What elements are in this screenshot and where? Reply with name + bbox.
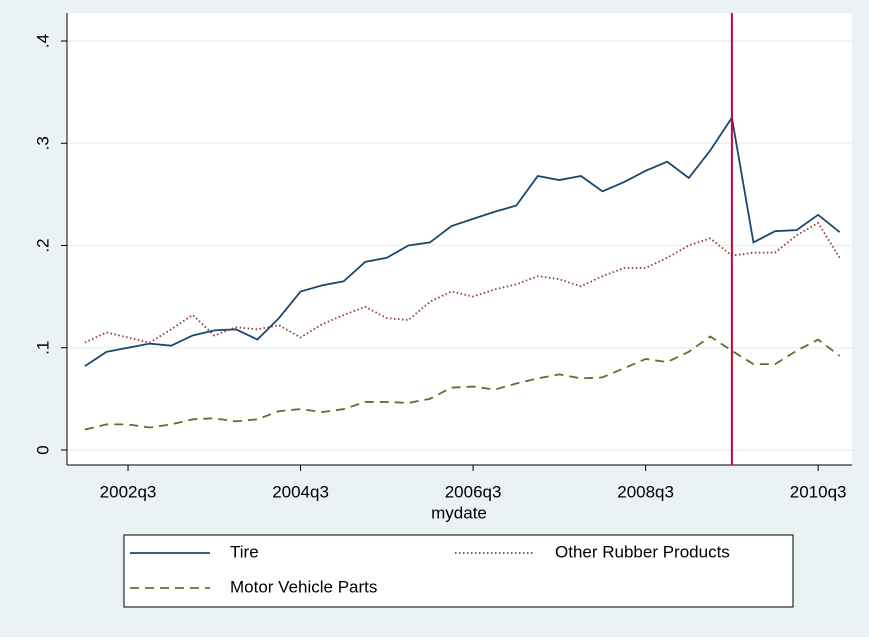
series-line bbox=[84, 335, 841, 431]
x-tick-label: 2006q3 bbox=[445, 482, 502, 501]
x-axis-title: mydate bbox=[431, 503, 487, 522]
series-line bbox=[84, 115, 841, 367]
legend-label: Motor Vehicle Parts bbox=[230, 577, 377, 596]
x-tick-label: 2008q3 bbox=[617, 482, 674, 501]
legend bbox=[123, 534, 794, 608]
y-tick-label: .4 bbox=[33, 34, 52, 48]
legend-label: Other Rubber Products bbox=[555, 542, 730, 561]
x-tick-label: 2010q3 bbox=[790, 482, 847, 501]
series-line bbox=[84, 221, 841, 344]
x-tick-label: 2002q3 bbox=[100, 482, 157, 501]
y-tick-label: .3 bbox=[33, 136, 52, 150]
y-tick-label: 0 bbox=[33, 445, 52, 454]
y-tick-label: .2 bbox=[33, 238, 52, 252]
y-tick-label: .1 bbox=[33, 341, 52, 355]
x-tick-label: 2004q3 bbox=[272, 482, 329, 501]
legend-label: Tire bbox=[230, 542, 259, 561]
plot-area bbox=[67, 13, 852, 465]
